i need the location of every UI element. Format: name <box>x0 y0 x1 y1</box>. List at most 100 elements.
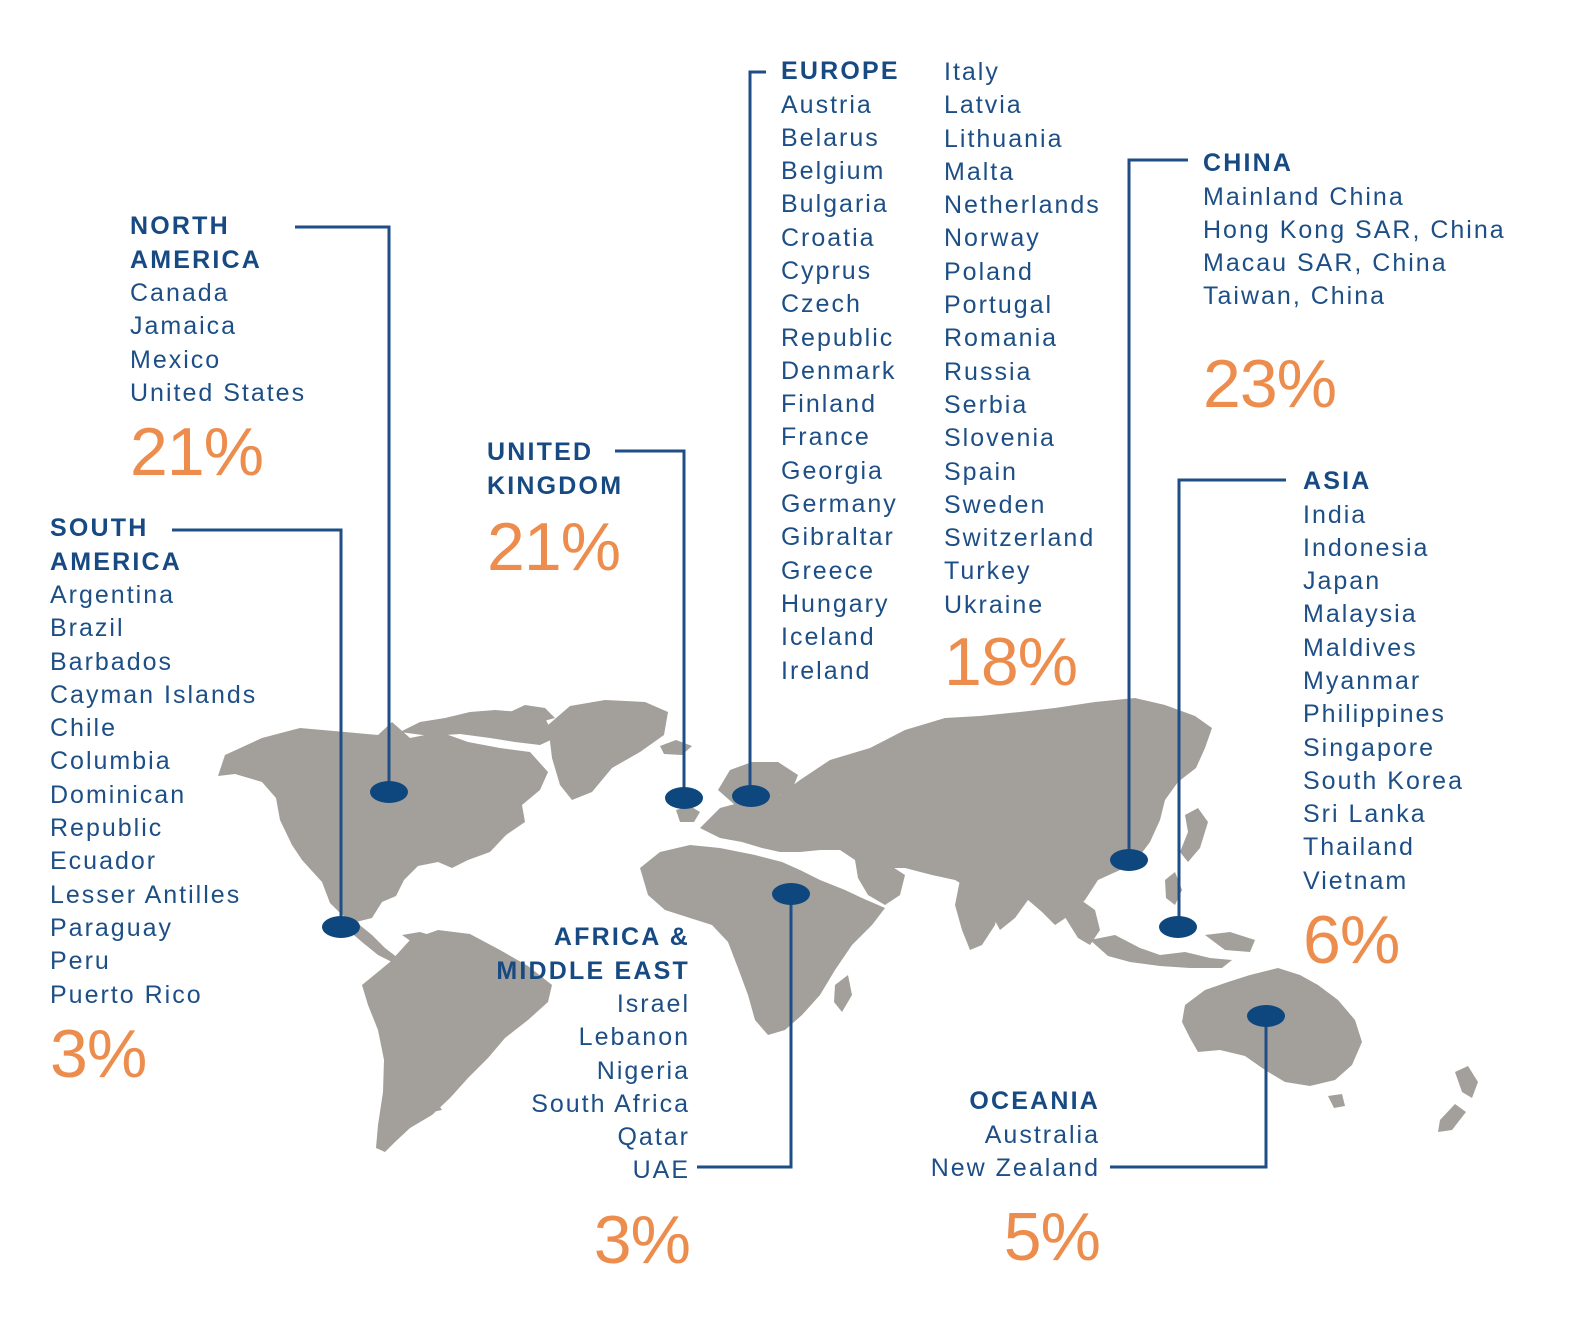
country-list: Australia New Zealand <box>880 1119 1100 1186</box>
country-item: Spain <box>944 457 1018 486</box>
africa-middle-east-leader-line <box>697 894 793 1169</box>
region-europe-column-2: Italy Latvia Lithuania Malta Netherlands… <box>944 56 1101 700</box>
country-item: Poland <box>944 257 1034 286</box>
north-america-landmass <box>218 722 548 922</box>
country-item: Jamaica <box>130 312 238 341</box>
country-item: Argentina <box>50 581 176 609</box>
country-item: Cyprus <box>781 256 873 285</box>
new-guinea <box>1205 932 1255 952</box>
country-item: Singapore <box>1303 733 1435 762</box>
united-kingdom-leader-line <box>615 449 686 797</box>
country-item: Iceland <box>781 623 876 652</box>
country-list: Israel Lebanon Nigeria South Africa Qata… <box>440 988 690 1188</box>
country-item: Mexico <box>130 345 222 374</box>
country-list-column-2: Italy Latvia Lithuania Malta Netherlands… <box>944 56 1101 622</box>
country-item: Sri Lanka <box>1303 800 1427 829</box>
country-item: Cayman Islands <box>50 680 258 709</box>
country-item: Latvia <box>944 91 1023 120</box>
country-item: Taiwan, China <box>1203 282 1387 311</box>
country-item: Slovenia <box>944 424 1056 453</box>
country-item: Belgium <box>781 157 886 186</box>
arabian-peninsula <box>855 860 905 905</box>
country-item: Indonesia <box>1303 533 1430 562</box>
country-item: Paraguay <box>50 913 174 942</box>
country-item: Romania <box>944 324 1059 353</box>
country-item: Sweden <box>944 490 1047 519</box>
country-item: Thailand <box>1303 833 1415 862</box>
australia-landmass <box>1182 968 1362 1086</box>
country-item: Portugal <box>944 291 1054 320</box>
country-item: Israel <box>616 990 690 1018</box>
leader-lines <box>172 70 1286 1169</box>
country-item: Greece <box>781 556 875 585</box>
region-title: NORTH AMERICA <box>130 212 263 274</box>
south-america-leader-line <box>172 528 343 926</box>
region-title: ASIA <box>1303 467 1372 495</box>
country-list: Mainland China Hong Kong SAR, China Maca… <box>1203 181 1506 314</box>
country-item: Maldives <box>1303 633 1418 662</box>
country-item: Ukraine <box>944 590 1045 619</box>
landmasses <box>218 698 1478 1152</box>
tasmania <box>1328 1094 1345 1108</box>
country-item: Chile <box>50 714 117 743</box>
japan <box>1180 808 1208 862</box>
country-item: South Africa <box>531 1089 690 1118</box>
oceania-leader-line <box>1110 1016 1268 1169</box>
region-title: UNITED KINGDOM <box>487 438 624 500</box>
country-item: Norway <box>944 224 1041 253</box>
falklands <box>428 1104 442 1112</box>
region-south-america: SOUTH AMERICA Argentina Brazil Barbados … <box>50 512 257 1092</box>
region-title: OCEANIA <box>969 1087 1100 1115</box>
europe-marker <box>732 785 770 807</box>
oceania-marker <box>1247 1005 1285 1027</box>
country-item: France <box>781 423 871 452</box>
region-north-america: NORTH AMERICA Canada Jamaica Mexico Unit… <box>130 210 306 490</box>
north-america-leader-line <box>295 225 391 792</box>
country-list: India Indonesia Japan Malaysia Maldives … <box>1303 499 1464 899</box>
region-africa-middle-east: AFRICA & MIDDLE EAST Israel Lebanon Nige… <box>440 921 691 1278</box>
eurasia-landmass <box>700 698 1212 930</box>
new-zealand-north <box>1455 1066 1478 1098</box>
country-item: Belarus <box>781 123 880 152</box>
iceland <box>660 740 692 755</box>
country-item: Australia <box>984 1120 1100 1149</box>
region-asia: ASIA India Indonesia Japan Malaysia Mald… <box>1303 465 1464 978</box>
share-percent: 6% <box>1303 902 1400 979</box>
country-item: Lesser Antilles <box>50 880 242 909</box>
country-item: United States <box>130 378 307 407</box>
country-item: Turkey <box>944 557 1032 586</box>
region-title: AFRICA & MIDDLE EAST <box>496 923 690 985</box>
country-item: Peru <box>50 947 111 976</box>
country-item: Denmark <box>781 356 897 385</box>
country-list: Argentina Brazil Barbados Cayman Islands… <box>50 579 257 1012</box>
country-item: Lithuania <box>944 124 1064 153</box>
united-kingdom-marker <box>665 787 703 809</box>
region-title: EUROPE <box>781 57 900 85</box>
arctic-islands <box>400 710 555 745</box>
country-item: Myanmar <box>1303 666 1422 695</box>
country-item: Qatar <box>617 1123 690 1152</box>
south-america-marker <box>322 916 360 938</box>
country-item: Mainland China <box>1203 182 1405 211</box>
country-item: Czech <box>781 290 862 319</box>
country-list-column-1: Austria Belarus Belgium Bulgaria Croatia… <box>781 89 900 688</box>
country-item: Hong Kong SAR, China <box>1203 215 1506 244</box>
country-item: Hungary <box>781 589 890 618</box>
country-list: Canada Jamaica Mexico United States <box>130 277 306 410</box>
country-item: Switzerland <box>944 524 1096 553</box>
country-item: Malta <box>944 157 1016 186</box>
country-item: Lebanon <box>578 1023 690 1052</box>
share-percent: 5% <box>1003 1199 1101 1276</box>
china-leader-line <box>1127 158 1188 859</box>
share-percent: 3% <box>50 1015 147 1092</box>
country-item: Macau SAR, China <box>1203 249 1448 278</box>
uk-ireland <box>676 806 700 822</box>
country-item: Columbia <box>50 747 172 776</box>
share-percent: 21% <box>487 509 621 585</box>
greenland <box>548 700 668 800</box>
indonesia <box>1090 935 1232 968</box>
madagascar <box>834 975 852 1012</box>
country-item: New Zealand <box>930 1153 1100 1182</box>
country-item: Bulgaria <box>781 190 889 219</box>
country-item: Finland <box>781 390 877 419</box>
